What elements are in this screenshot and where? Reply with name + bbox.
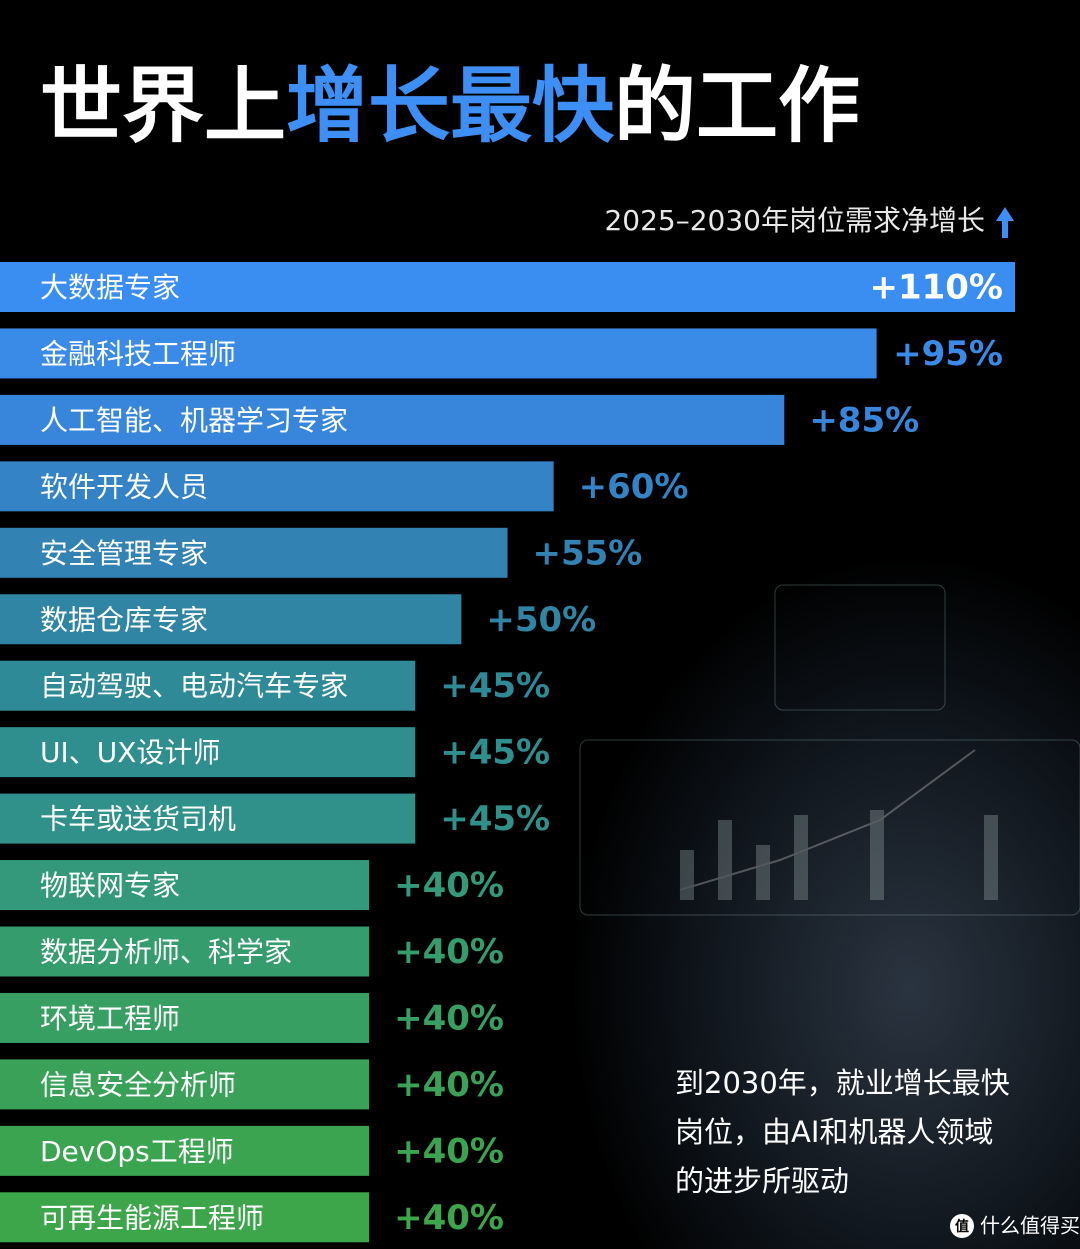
value-label: +50% — [486, 600, 596, 640]
category-label: 可再生能源工程师 — [40, 1201, 264, 1234]
chart-title: 世界上增长最快的工作 — [40, 59, 860, 154]
category-label: 信息安全分析师 — [40, 1068, 236, 1101]
decoration — [579, 584, 1080, 916]
watermark-icon-glyph: 值 — [955, 1218, 969, 1235]
bar — [0, 727, 416, 778]
background-image — [400, 380, 1080, 1249]
bar — [0, 527, 508, 578]
watermark-text: 什么值得买 — [980, 1214, 1080, 1238]
watermark-icon — [950, 1214, 974, 1238]
category-label: UI、UX设计师 — [40, 736, 220, 769]
value-label: +40% — [394, 932, 504, 972]
value-label: +40% — [394, 1065, 504, 1105]
category-label: 卡车或送货司机 — [40, 803, 236, 836]
bar — [0, 660, 416, 711]
value-label: +110% — [869, 268, 1003, 308]
value-label: +40% — [394, 1198, 504, 1238]
bar — [0, 328, 877, 379]
category-label: 软件开发人员 — [40, 470, 208, 503]
category-label: 环境工程师 — [40, 1002, 180, 1035]
category-label: 数据仓库专家 — [40, 603, 208, 636]
value-label: +55% — [533, 533, 643, 573]
bar — [0, 262, 1015, 312]
value-label: +40% — [394, 866, 504, 906]
category-label: 人工智能、机器学习专家 — [40, 404, 348, 437]
bar — [0, 1125, 370, 1176]
title-part: 增长最快 — [286, 59, 615, 154]
bar — [0, 461, 554, 512]
value-label: +40% — [394, 998, 504, 1038]
category-label: 安全管理专家 — [40, 537, 208, 570]
value-label: +40% — [394, 1131, 504, 1171]
value-label: +95% — [893, 334, 1003, 374]
up-arrow — [996, 207, 1014, 238]
annotation-line: 岗位，由AI和机器人领域 — [675, 1115, 993, 1149]
value-label: +45% — [440, 666, 550, 706]
value-label: +45% — [440, 799, 550, 839]
category-label: 物联网专家 — [40, 869, 180, 902]
bar — [0, 1192, 370, 1243]
value-label: +60% — [579, 467, 689, 507]
bar — [0, 394, 785, 445]
subtitle: 2025–2030年岗位需求净增长 — [604, 204, 985, 237]
bar — [0, 992, 370, 1043]
title-part: 的工作 — [614, 59, 860, 154]
category-label: 自动驾驶、电动汽车专家 — [40, 670, 348, 703]
category-label: 金融科技工程师 — [40, 337, 236, 370]
value-label: +45% — [440, 733, 550, 773]
bar — [0, 860, 370, 911]
bar — [0, 594, 462, 645]
bar — [0, 926, 370, 977]
title-part: 世界上 — [40, 59, 286, 154]
category-label: 数据分析师、科学家 — [40, 936, 292, 969]
bar — [0, 793, 416, 844]
category-label: 大数据专家 — [40, 271, 180, 304]
annotation-line: 的进步所驱动 — [675, 1164, 849, 1198]
annotation-line: 到2030年，就业增长最快 — [675, 1066, 1010, 1100]
watermark: 值 什么值得买 — [950, 1214, 1080, 1238]
category-label: DevOps工程师 — [40, 1135, 234, 1168]
bar — [0, 1059, 370, 1110]
value-label: +85% — [809, 400, 919, 440]
